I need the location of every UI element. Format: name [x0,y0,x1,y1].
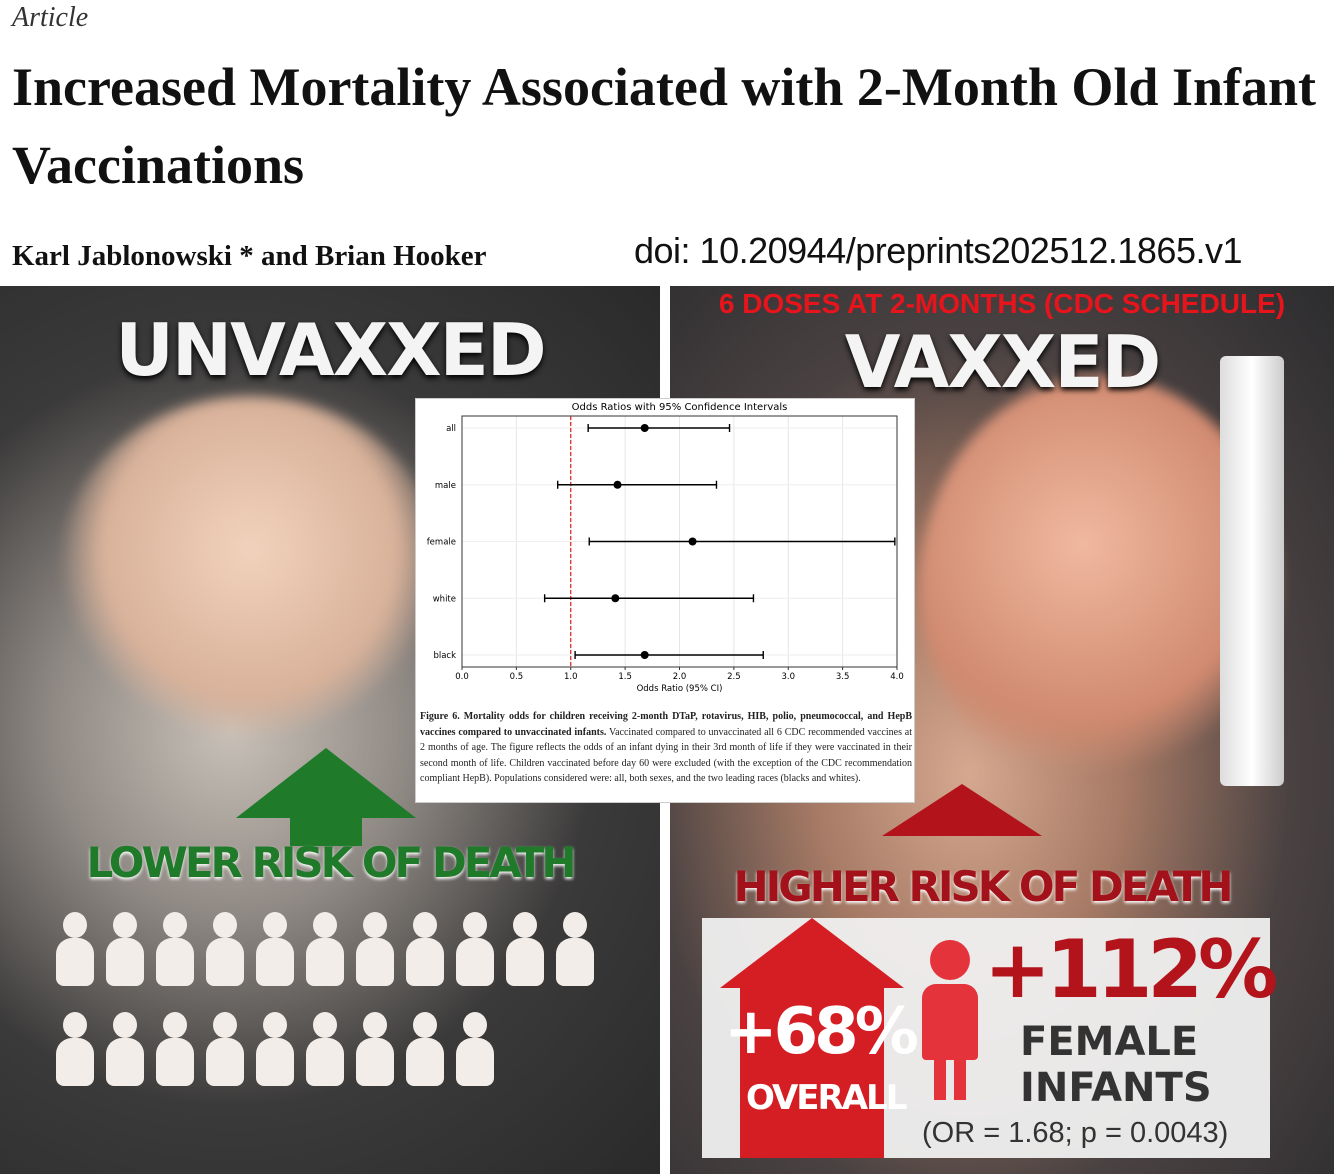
person-icon [352,1008,398,1088]
x-tick-label: 1.5 [618,672,632,682]
forest-plot-figure: Odds Ratios with 95% Confidence Interval… [415,398,915,803]
syringe-image [1220,356,1284,786]
overall-value: +68% [724,995,919,1069]
person-icon [352,908,398,988]
y-tick-label: female [427,538,456,548]
article-label: Article [12,2,89,33]
y-tick-label: white [433,594,456,604]
x-tick-label: 0.0 [455,672,469,682]
doi: doi: 10.20944/preprints202512.1865.v1 [634,230,1243,271]
person-icon [252,908,298,988]
person-icon [52,1008,98,1088]
figure-caption: Figure 6. Mortality odds for children re… [420,709,912,787]
person-icon [302,1008,348,1088]
x-tick-label: 3.5 [836,672,850,682]
higher-risk-label: HIGHER RISK OF DEATH [733,862,1233,911]
people-row [52,1008,498,1088]
person-icon [202,1008,248,1088]
dose-banner: 6 DOSES AT 2-MONTHS (CDC SCHEDULE) [718,288,1286,319]
person-icon [52,908,98,988]
stats-box: +68% OVERALL +112% FEMALE INFANTS (OR = … [702,918,1278,1158]
person-icon [152,1008,198,1088]
odds-ratio-point [640,424,649,432]
odds-ratio-point [613,480,622,489]
odds-ratio-chart: Odds Ratios with 95% Confidence Interval… [427,402,904,694]
odds-ratio-point [611,594,620,603]
authors: Karl Jablonowski * and Brian Hooker [12,240,487,272]
female-label-1: FEMALE [1020,1019,1199,1065]
unvaxxed-heading: UNVAXXED [115,308,546,392]
caption-bold: Figure 6. Mortality odds for children re… [420,711,912,738]
green-arrow-shaft [290,816,362,846]
people-row [52,908,598,988]
overall-label: OVERALL [746,1078,907,1118]
x-tick-label: 3.0 [781,672,795,682]
x-tick-label: 2.5 [727,672,741,682]
person-icon [102,1008,148,1088]
person-icon [102,908,148,988]
caption-text: Vaccinated compared to unvaccinated all … [420,726,912,785]
sleeping-baby-image [60,396,440,736]
female-value: +112% [984,923,1278,1016]
person-icon [452,908,498,988]
lower-risk-label: LOWER RISK OF DEATH [86,838,577,887]
odds-ratio-point [640,651,649,659]
x-tick-label: 2.0 [673,672,687,682]
person-icon [402,908,448,988]
female-label-2: INFANTS [1020,1065,1212,1111]
y-tick-label: male [435,481,456,491]
y-tick-label: all [446,424,456,434]
x-tick-label: 1.0 [564,672,578,682]
person-icon [202,908,248,988]
vaxxed-heading: VAXXED [844,320,1162,404]
plot-frame [461,415,898,668]
green-arrow-icon [236,748,416,818]
x-axis-label: Odds Ratio (95% CI) [637,684,723,694]
person-icon [552,908,598,988]
y-tick-label: black [433,651,456,661]
person-icon [452,1008,498,1088]
person-icon [402,1008,448,1088]
overall-arrow-icon [720,918,904,988]
x-tick-label: 4.0 [890,672,904,682]
person-icon [302,908,348,988]
overall-arrow-shaft [740,988,884,1158]
x-tick-label: 0.5 [510,672,524,682]
chart-title: Odds Ratios with 95% Confidence Interval… [572,402,788,413]
person-icon [152,908,198,988]
stat-note: (OR = 1.68; p = 0.0043) [922,1117,1229,1149]
person-icon [502,908,548,988]
girl-icon [922,940,978,1100]
article-title: Increased Mortality Associated with 2-Mo… [12,57,1316,195]
odds-ratio-point [688,537,697,546]
person-icon [252,1008,298,1088]
